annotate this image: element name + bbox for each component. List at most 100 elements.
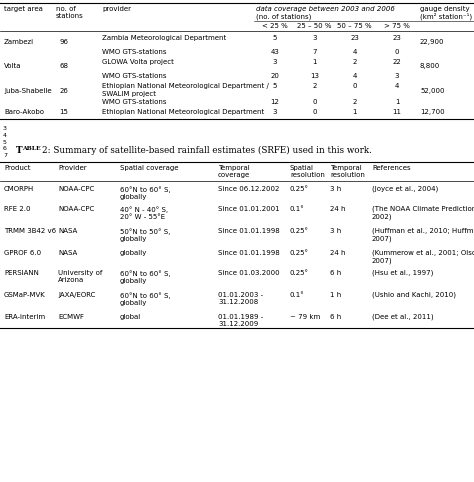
Text: Since 01.01.1998: Since 01.01.1998 — [218, 228, 280, 234]
Text: globally: globally — [120, 250, 147, 256]
Text: (no. of stations): (no. of stations) — [256, 13, 311, 19]
Text: no. of: no. of — [56, 6, 76, 12]
Text: Product: Product — [4, 165, 30, 171]
Text: (Kummerow et al., 2001; Olson et al.,
2007): (Kummerow et al., 2001; Olson et al., 20… — [372, 250, 474, 264]
Text: 50 – 75 %: 50 – 75 % — [337, 23, 372, 29]
Text: 12,700: 12,700 — [420, 109, 445, 115]
Text: 52,000: 52,000 — [420, 88, 445, 94]
Text: 4: 4 — [3, 133, 7, 138]
Text: 1: 1 — [312, 59, 317, 65]
Text: 0.1°: 0.1° — [290, 292, 305, 298]
Text: 7: 7 — [312, 49, 317, 55]
Text: 40° N - 40° S,
20° W - 55°E: 40° N - 40° S, 20° W - 55°E — [120, 206, 168, 220]
Text: 23: 23 — [350, 35, 359, 41]
Text: 5: 5 — [273, 83, 277, 89]
Text: global: global — [120, 314, 141, 320]
Text: 0.1°: 0.1° — [290, 206, 305, 212]
Text: Zambezi: Zambezi — [4, 39, 34, 45]
Text: CMORPH: CMORPH — [4, 186, 34, 192]
Text: RFE 2.0: RFE 2.0 — [4, 206, 30, 212]
Text: 20: 20 — [271, 73, 280, 79]
Text: 0.25°: 0.25° — [290, 270, 309, 276]
Text: Spatial coverage: Spatial coverage — [120, 165, 179, 171]
Text: 0: 0 — [395, 49, 399, 55]
Text: 68: 68 — [60, 63, 69, 69]
Text: 11: 11 — [392, 109, 401, 115]
Text: 0: 0 — [352, 83, 357, 89]
Text: References: References — [372, 165, 410, 171]
Text: 2: 2 — [312, 83, 317, 89]
Text: Since 01.01.1998: Since 01.01.1998 — [218, 250, 280, 256]
Text: 15: 15 — [60, 109, 68, 115]
Text: 96: 96 — [60, 39, 69, 45]
Text: JAXA/EORC: JAXA/EORC — [58, 292, 95, 298]
Text: 12: 12 — [271, 99, 280, 105]
Text: stations: stations — [56, 13, 84, 19]
Text: Ethiopian National Meteorological Department /: Ethiopian National Meteorological Depart… — [102, 83, 269, 89]
Text: 4: 4 — [395, 83, 399, 89]
Text: ECMWF: ECMWF — [58, 314, 84, 320]
Text: 22: 22 — [392, 59, 401, 65]
Text: Since 01.01.2001: Since 01.01.2001 — [218, 206, 280, 212]
Text: 60°N to 60° S,
globally: 60°N to 60° S, globally — [120, 270, 171, 284]
Text: University of
Arizona: University of Arizona — [58, 270, 102, 283]
Text: (The NOAA Climate Prediction Center,
2002): (The NOAA Climate Prediction Center, 200… — [372, 206, 474, 220]
Text: 01.01.2003 -
31.12.2008: 01.01.2003 - 31.12.2008 — [218, 292, 263, 305]
Text: GLOWA Volta project: GLOWA Volta project — [102, 59, 174, 65]
Text: 23: 23 — [392, 35, 401, 41]
Text: 6: 6 — [3, 146, 7, 151]
Text: Zambia Meteorological Department: Zambia Meteorological Department — [102, 35, 226, 41]
Text: 0: 0 — [312, 99, 317, 105]
Text: ABLE: ABLE — [22, 146, 41, 151]
Text: 4: 4 — [352, 73, 357, 79]
Text: 60°N to 60° S,
globally: 60°N to 60° S, globally — [120, 186, 171, 200]
Text: 0: 0 — [312, 109, 317, 115]
Text: 3 h: 3 h — [330, 186, 341, 192]
Text: WMO GTS-stations: WMO GTS-stations — [102, 73, 166, 79]
Text: 2: 2 — [352, 99, 357, 105]
Text: 26: 26 — [60, 88, 68, 94]
Text: 22,900: 22,900 — [420, 39, 445, 45]
Text: data coverage between 2003 and 2006: data coverage between 2003 and 2006 — [256, 6, 395, 12]
Text: (Hsu et al., 1997): (Hsu et al., 1997) — [372, 270, 433, 277]
Text: 3 h: 3 h — [330, 228, 341, 234]
Text: 13: 13 — [310, 73, 319, 79]
Text: provider: provider — [102, 6, 131, 12]
Text: NOAA-CPC: NOAA-CPC — [58, 206, 94, 212]
Text: 3: 3 — [312, 35, 317, 41]
Text: target area: target area — [4, 6, 43, 12]
Text: 0.25°: 0.25° — [290, 228, 309, 234]
Text: Since 06.12.2002: Since 06.12.2002 — [218, 186, 279, 192]
Text: 24 h: 24 h — [330, 206, 346, 212]
Text: (Ushio and Kachi, 2010): (Ushio and Kachi, 2010) — [372, 292, 456, 298]
Text: GPROF 6.0: GPROF 6.0 — [4, 250, 41, 256]
Text: 3: 3 — [273, 109, 277, 115]
Text: 7: 7 — [3, 153, 7, 158]
Text: ~ 79 km: ~ 79 km — [290, 314, 320, 320]
Text: 5: 5 — [273, 35, 277, 41]
Text: Baro-Akobo: Baro-Akobo — [4, 109, 44, 115]
Text: (Huffman et al., 2010; Huffman et al.,
2007): (Huffman et al., 2010; Huffman et al., 2… — [372, 228, 474, 242]
Text: PERSIANN: PERSIANN — [4, 270, 39, 276]
Text: > 75 %: > 75 % — [384, 23, 410, 29]
Text: 1: 1 — [395, 99, 399, 105]
Text: Provider: Provider — [58, 165, 87, 171]
Text: SWALIM project: SWALIM project — [102, 91, 156, 97]
Text: 5: 5 — [3, 140, 7, 145]
Text: WMO GTS-stations: WMO GTS-stations — [102, 49, 166, 55]
Text: 3: 3 — [3, 126, 7, 131]
Text: NASA: NASA — [58, 228, 77, 234]
Text: NOAA-CPC: NOAA-CPC — [58, 186, 94, 192]
Text: (Dee et al., 2011): (Dee et al., 2011) — [372, 314, 434, 321]
Text: 25 – 50 %: 25 – 50 % — [297, 23, 332, 29]
Text: Since 01.03.2000: Since 01.03.2000 — [218, 270, 280, 276]
Text: (km² station⁻¹): (km² station⁻¹) — [420, 13, 472, 21]
Text: Volta: Volta — [4, 63, 21, 69]
Text: 6 h: 6 h — [330, 270, 341, 276]
Text: 2: Summary of satellite-based rainfall estimates (SRFE) used in this work.: 2: Summary of satellite-based rainfall e… — [42, 146, 372, 155]
Text: GSMaP-MVK: GSMaP-MVK — [4, 292, 46, 298]
Text: 1: 1 — [352, 109, 357, 115]
Text: 24 h: 24 h — [330, 250, 346, 256]
Text: (Joyce et al., 2004): (Joyce et al., 2004) — [372, 186, 438, 192]
Text: 1 h: 1 h — [330, 292, 341, 298]
